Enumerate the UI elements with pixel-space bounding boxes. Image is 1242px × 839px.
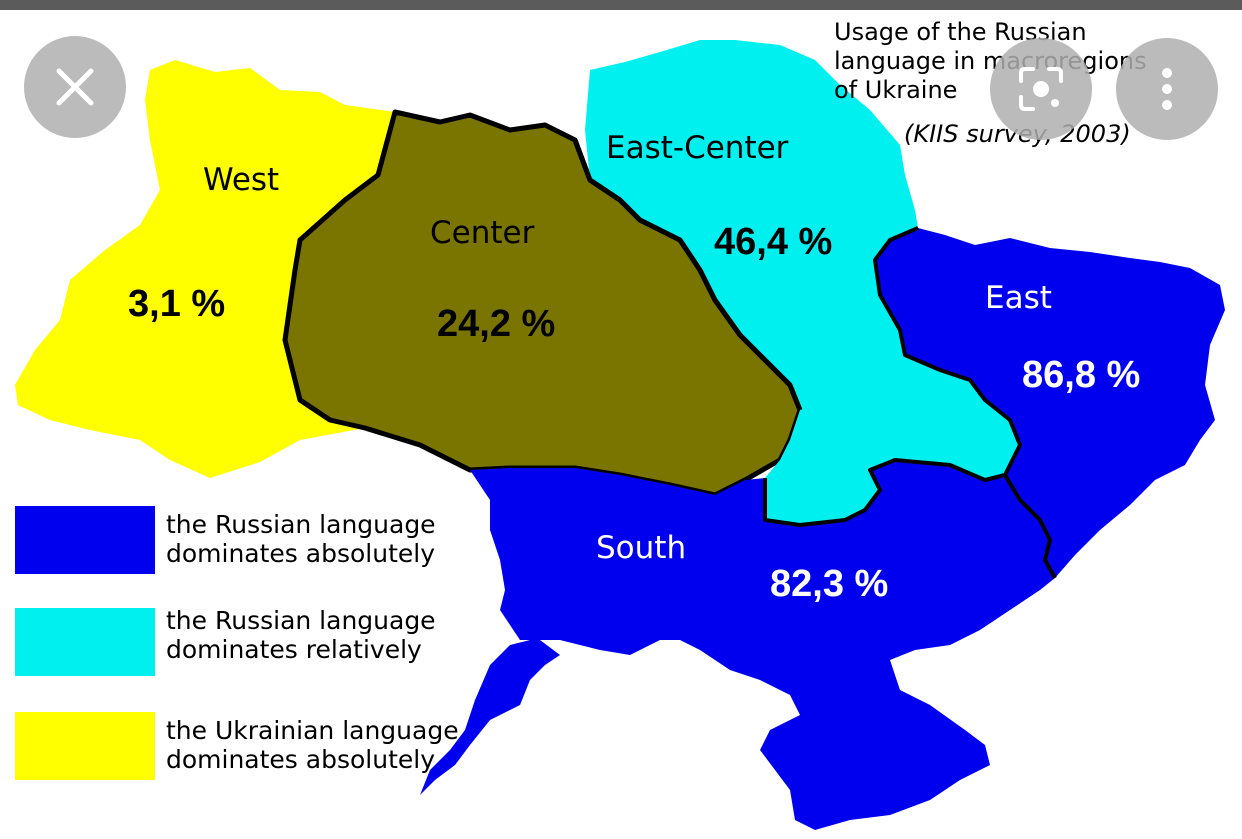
legend-swatch-ukrainian-absolute [15, 712, 155, 780]
top-bar [0, 0, 1242, 10]
legend-swatch-russian-absolute [15, 506, 155, 574]
lens-button[interactable] [990, 38, 1092, 140]
title-line-2: language in macroregions [834, 47, 1147, 75]
region-east [875, 228, 1225, 578]
title-line-1: Usage of the Russian [834, 18, 1087, 46]
region-value-east-center: 46,4 % [714, 221, 832, 263]
border-east [873, 226, 1057, 579]
region-west [15, 60, 395, 478]
region-name-east-center: East-Center [606, 130, 789, 166]
region-name-south: South [596, 530, 686, 566]
border-south [763, 458, 1006, 527]
region-east-center [585, 40, 1020, 525]
legend-label-line-2: dominates relatively [166, 635, 422, 664]
legend-label-line-2: dominates absolutely [166, 539, 436, 568]
legend-label-line-2: dominates absolutely [166, 745, 436, 774]
title-line-3: of Ukraine [834, 76, 958, 104]
border-center-east-center [572, 139, 803, 411]
region-south [420, 460, 1055, 830]
legend-item-ukrainian-absolute: the Ukrainian language dominates absolut… [166, 716, 459, 774]
region-value-east: 86,8 % [1022, 354, 1140, 396]
legend-label-line-1: the Russian language [166, 606, 436, 635]
close-icon [56, 68, 94, 106]
legend-item-russian-absolute: the Russian language dominates absolutel… [166, 510, 436, 568]
legend-swatch-russian-relative [15, 608, 155, 676]
close-button[interactable] [24, 36, 126, 138]
map-title: Usage of the Russian language in macrore… [834, 18, 1147, 105]
more-options-button[interactable] [1116, 38, 1218, 140]
lens-icon [1019, 67, 1063, 111]
region-value-center: 24,2 % [437, 303, 555, 345]
region-name-east: East [985, 280, 1052, 316]
legend-label-line-1: the Russian language [166, 510, 436, 539]
region-value-south: 82,3 % [770, 563, 888, 605]
more-vertical-icon [1162, 68, 1172, 110]
region-value-west: 3,1 % [128, 283, 225, 325]
legend-label-line-1: the Ukrainian language [166, 716, 459, 745]
legend-item-russian-relative: the Russian language dominates relativel… [166, 606, 436, 664]
region-name-west: West [203, 162, 279, 198]
region-name-center: Center [430, 215, 535, 251]
